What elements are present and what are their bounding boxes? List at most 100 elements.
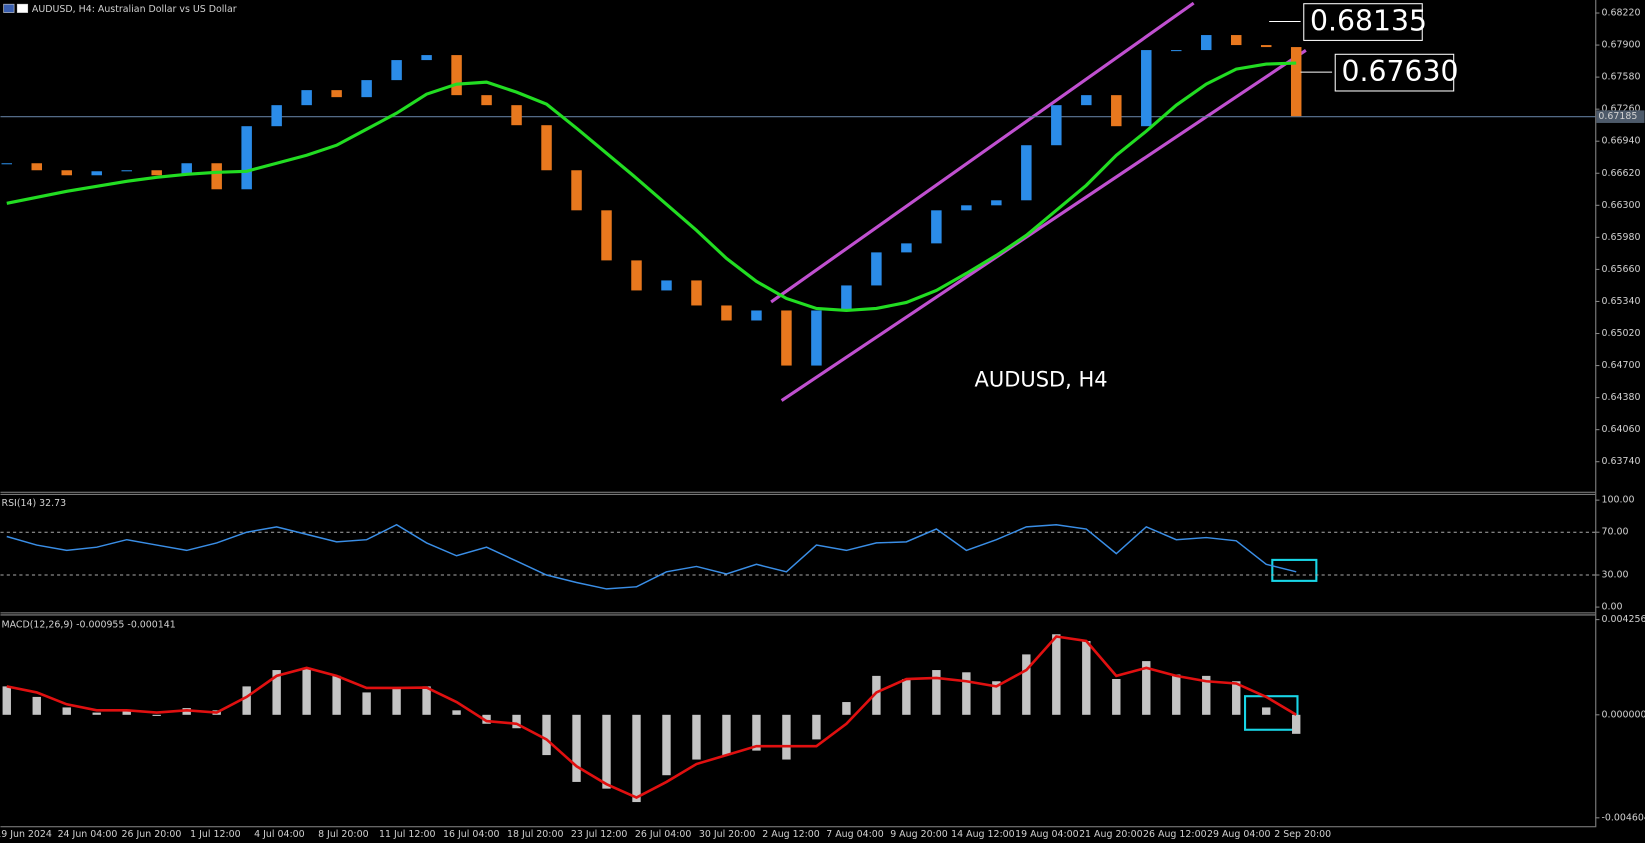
candle	[691, 280, 702, 306]
y-tick-label: 0.65020	[1602, 328, 1641, 339]
histogram-bar	[902, 679, 911, 715]
histogram-bar	[452, 710, 461, 715]
y-tick-label: 30.00	[1602, 570, 1629, 581]
x-tick-label: 19 Aug 04:00	[1015, 829, 1079, 840]
candle	[1290, 47, 1302, 117]
candle	[1141, 50, 1152, 127]
histogram-bar	[1292, 714, 1301, 734]
candle	[601, 210, 612, 261]
y-tick-label: 0.64060	[1602, 424, 1641, 435]
histogram-bar	[1232, 681, 1241, 715]
candle	[301, 90, 312, 106]
candle	[901, 243, 912, 253]
x-tick-label: 7 Aug 04:00	[826, 829, 884, 840]
histogram-bar	[32, 696, 41, 715]
x-tick-label: 2 Sep 20:00	[1274, 829, 1331, 840]
y-tick-label: 0.65660	[1602, 264, 1641, 275]
candle	[631, 260, 642, 291]
x-tick-label: 11 Jul 12:00	[379, 829, 436, 840]
x-tick-label: 21 Aug 20:00	[1079, 829, 1143, 840]
histogram-bar	[542, 714, 551, 756]
candle	[1081, 95, 1092, 106]
histogram-bar	[272, 670, 281, 715]
y-tick-label: 0.65980	[1602, 232, 1641, 243]
histogram-bar	[872, 675, 881, 715]
histogram-bar	[512, 714, 521, 729]
candle	[991, 200, 1002, 206]
candle	[751, 310, 762, 321]
histogram-bar	[962, 672, 971, 715]
candle	[451, 55, 462, 96]
y-tick-label: 70.00	[1602, 527, 1629, 538]
candle	[91, 171, 102, 176]
histogram-bar	[332, 675, 341, 715]
histogram-bar	[152, 714, 161, 716]
x-tick-label: 9 Aug 20:00	[890, 829, 948, 840]
icon	[16, 3, 29, 13]
histogram-bar	[1202, 675, 1211, 715]
x-tick-label: 19 Jun 2024	[0, 829, 52, 840]
y-tick-label: 0.000000	[1602, 709, 1645, 720]
candle	[871, 252, 882, 286]
candle	[571, 170, 582, 211]
indicator-title: MACD(12,26,9) -0.000955 -0.000141	[2, 619, 176, 630]
histogram-bar	[1142, 661, 1151, 715]
candle	[361, 80, 372, 98]
y-tick-label: 0.66300	[1602, 200, 1641, 211]
histogram-bar	[692, 714, 701, 760]
x-tick-label: 26 Jun 20:00	[122, 829, 182, 840]
y-tick-label: 0.68220	[1602, 8, 1641, 19]
candle	[961, 205, 972, 211]
candle	[811, 310, 822, 366]
y-tick-label: 0.66620	[1602, 168, 1641, 179]
rsi-line	[6, 523, 1297, 590]
callout-label: 0.68135	[1310, 5, 1427, 38]
candle	[421, 55, 432, 61]
candle	[1230, 35, 1242, 46]
callout-box	[1334, 53, 1455, 92]
histogram-bar	[662, 714, 671, 776]
y-tick-label: 0.63740	[1602, 456, 1641, 467]
histogram-bar	[1112, 679, 1121, 715]
candle	[841, 285, 852, 311]
candle	[781, 310, 792, 366]
candle	[511, 105, 522, 126]
candle	[1201, 35, 1212, 51]
y-tick-label: 0.66940	[1602, 136, 1641, 147]
candle	[31, 163, 42, 171]
x-tick-label: 16 Jul 04:00	[443, 829, 500, 840]
y-tick-label: 0.67580	[1602, 72, 1641, 83]
histogram-bar	[62, 707, 71, 715]
x-tick-label: 23 Jul 12:00	[571, 829, 628, 840]
histogram-bar	[572, 714, 581, 782]
histogram-bar	[392, 687, 401, 715]
moving-average	[6, 61, 1297, 313]
candle	[541, 125, 552, 171]
histogram-bar	[932, 670, 941, 715]
histogram-bar	[422, 686, 431, 715]
histogram-bar	[752, 714, 761, 751]
y-tick-label: 0.65340	[1602, 296, 1641, 307]
candle	[661, 280, 672, 291]
x-tick-label: 26 Jul 04:00	[635, 829, 692, 840]
histogram-bar	[632, 714, 641, 803]
histogram-bar	[602, 714, 611, 789]
candle	[721, 305, 732, 321]
candle	[331, 90, 342, 98]
x-tick-label: 26 Aug 12:00	[1143, 829, 1207, 840]
candle	[181, 163, 192, 176]
y-tick-label: -0.004604	[1602, 812, 1645, 823]
x-tick-label: 4 Jul 04:00	[254, 829, 305, 840]
annotation: AUDUSD, H4	[975, 368, 1108, 392]
candle	[1111, 95, 1122, 127]
histogram-bar	[2, 686, 11, 715]
histogram-bar	[362, 692, 371, 715]
x-tick-label: 30 Jul 20:00	[699, 829, 756, 840]
histogram-bar	[1082, 640, 1091, 715]
histogram-bar	[782, 714, 791, 760]
channel-line	[780, 49, 1307, 402]
signal-line	[6, 635, 1297, 800]
y-tick-label: 100.00	[1602, 495, 1635, 506]
histogram-bar	[992, 681, 1001, 715]
